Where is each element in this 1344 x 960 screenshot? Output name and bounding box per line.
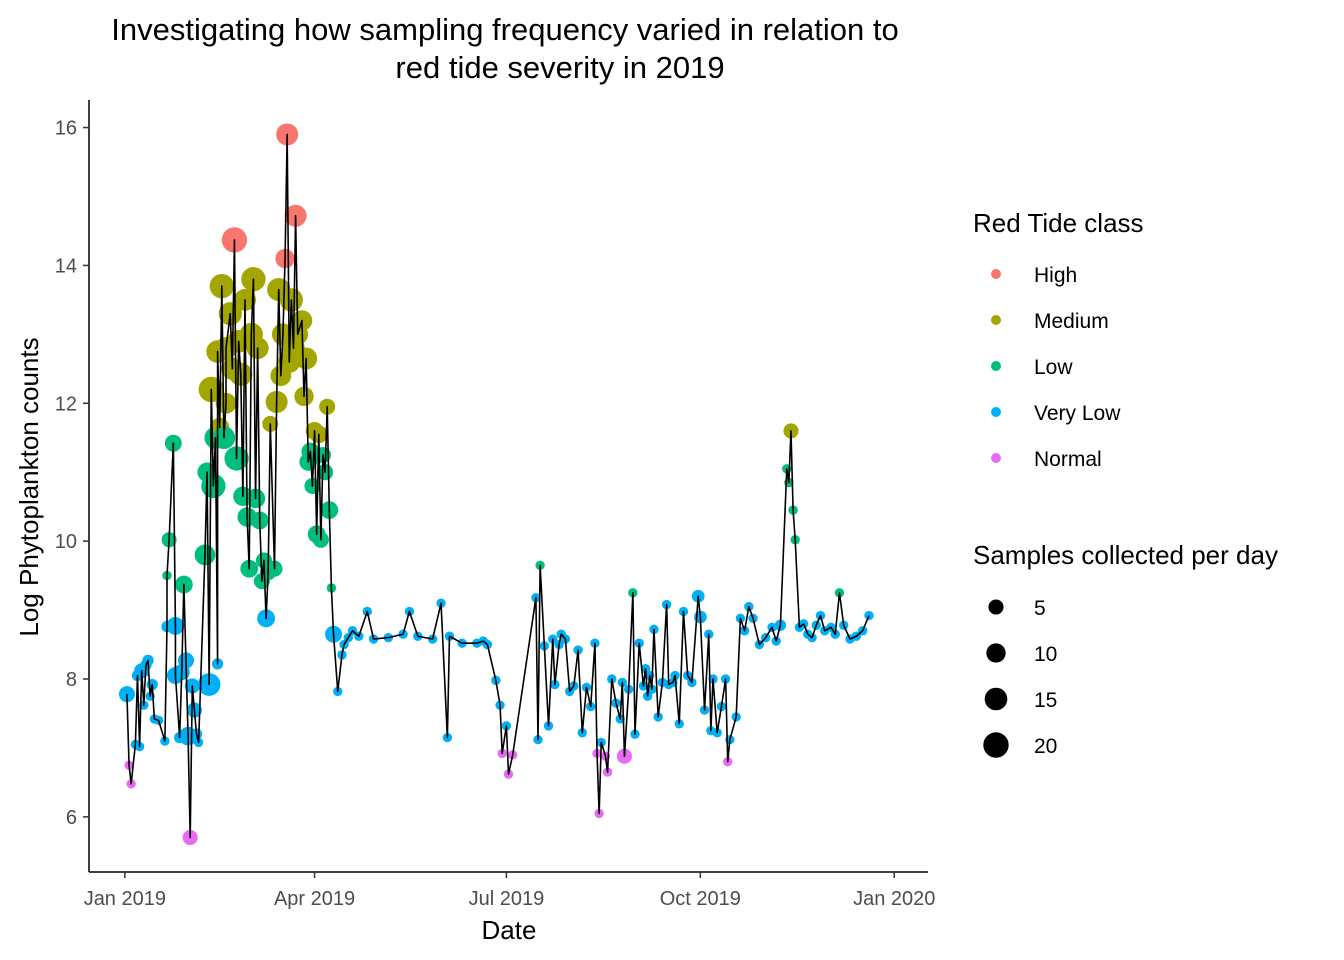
chart-title-line-1: Investigating how sampling frequency var… xyxy=(111,12,899,47)
x-tick-label: Oct 2019 xyxy=(660,888,741,910)
size-legend-items: 5 10 15 20 xyxy=(983,597,1057,758)
legend-size-key xyxy=(983,732,1009,758)
x-axis-ticks: Jan 2019 Apr 2019 Jul 2019 Oct 2019 Jan 2020 xyxy=(84,872,935,910)
x-tick-label: Jan 2020 xyxy=(853,888,935,910)
legend-color-label: Very Low xyxy=(1034,402,1121,425)
color-legend-items: High Medium Low Very Low Normal xyxy=(991,264,1121,471)
legend-color-key xyxy=(991,361,1001,371)
legend-size-label: 20 xyxy=(1034,735,1057,758)
legend-size-label: 15 xyxy=(1034,689,1057,712)
x-tick-label: Jan 2019 xyxy=(84,888,166,910)
y-tick-label: 12 xyxy=(55,393,77,415)
y-tick-label: 6 xyxy=(66,807,77,829)
legend-size-key xyxy=(986,643,1006,663)
y-tick-label: 8 xyxy=(66,669,77,691)
legend-size-key xyxy=(988,599,1004,615)
x-tick-label: Apr 2019 xyxy=(274,888,355,910)
legend-size-label: 5 xyxy=(1034,597,1046,620)
legend-color-key xyxy=(991,407,1001,417)
y-tick-label: 14 xyxy=(55,255,77,277)
series-line xyxy=(126,133,870,839)
plot-area xyxy=(118,123,874,846)
size-legend: Samples collected per day 5 10 15 20 xyxy=(973,540,1278,758)
legend-color-label: Medium xyxy=(1034,310,1109,333)
legend-size-label: 10 xyxy=(1034,643,1057,666)
size-legend-title: Samples collected per day xyxy=(973,540,1278,570)
legend-color-key xyxy=(991,269,1001,279)
legend-color-key xyxy=(991,315,1001,325)
x-tick-label: Jul 2019 xyxy=(469,888,545,910)
legend-color-label: Low xyxy=(1034,356,1073,379)
legend-color-key xyxy=(991,453,1001,463)
x-axis-title: Date xyxy=(482,915,537,945)
chart-title-line-2: red tide severity in 2019 xyxy=(395,50,724,85)
y-axis-title: Log Phytoplankton counts xyxy=(14,337,44,636)
y-axis-ticks: 6 8 10 12 14 16 xyxy=(55,118,89,829)
y-tick-label: 16 xyxy=(55,118,77,140)
color-legend: Red Tide class High Medium Low Very Low Norm… xyxy=(973,208,1144,471)
y-tick-label: 10 xyxy=(55,531,77,553)
legend-color-label: High xyxy=(1034,264,1077,287)
color-legend-title: Red Tide class xyxy=(973,208,1144,238)
legend-size-key xyxy=(984,687,1008,711)
data-point xyxy=(118,686,135,703)
legend-color-label: Normal xyxy=(1034,448,1102,471)
